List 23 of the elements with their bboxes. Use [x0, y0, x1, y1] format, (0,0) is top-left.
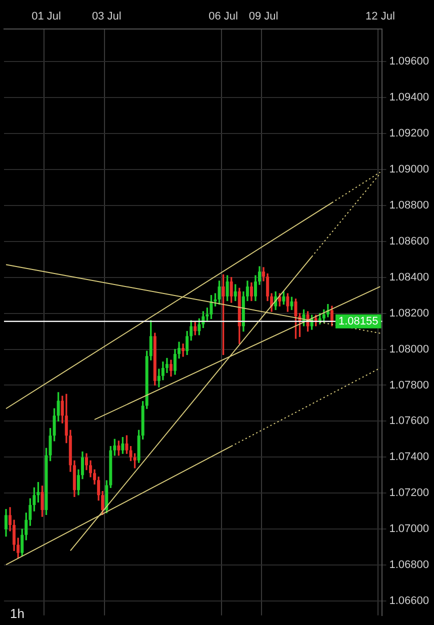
y-tick-label: 1.09200: [389, 128, 430, 140]
y-tick-label: 1.09400: [389, 92, 430, 104]
y-tick-label: 1.08000: [389, 343, 430, 356]
y-tick-label: 1.08600: [389, 235, 430, 248]
y-tick-label: 1.06600: [389, 595, 430, 608]
y-tick-label: 1.07200: [389, 487, 430, 500]
y-tick-label: 1.07000: [389, 523, 430, 536]
y-tick-label: 1.07600: [389, 415, 430, 428]
y-tick-label: 1.06800: [389, 559, 430, 572]
ref-line-label: 1.08155: [338, 315, 378, 328]
x-tick-label: 12 Jul: [366, 10, 395, 23]
y-tick-label: 1.09600: [389, 56, 430, 68]
x-tick-label: 09 Jul: [248, 10, 278, 23]
y-tick-label: 1.08200: [389, 307, 430, 320]
y-tick-label: 1.08800: [389, 199, 430, 212]
y-tick-label: 1.08400: [389, 271, 430, 284]
x-tick-label: 06 Jul: [208, 10, 238, 23]
y-tick-label: 1.07400: [389, 451, 430, 464]
x-tick-label: 03 Jul: [92, 10, 122, 23]
x-tick-label: 01 Jul: [32, 10, 61, 23]
annotation: 1h: [10, 606, 24, 621]
y-tick-label: 1.09000: [389, 163, 430, 176]
y-tick-label: 1.07800: [389, 379, 430, 392]
